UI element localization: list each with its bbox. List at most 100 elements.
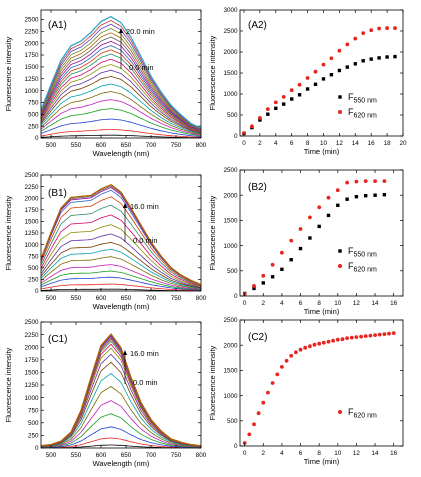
data-point xyxy=(345,180,349,185)
y-tick-label: 2500 xyxy=(24,17,39,24)
y-tick-label: 1750 xyxy=(24,357,39,364)
data-point xyxy=(335,337,340,342)
y-tick-label: 1500 xyxy=(24,64,39,71)
data-point xyxy=(270,262,275,267)
data-point xyxy=(377,26,381,31)
y-tick-label: 250 xyxy=(28,433,39,440)
data-point xyxy=(298,347,303,352)
legend-marker xyxy=(338,95,342,99)
x-tick-label: 700 xyxy=(146,295,157,302)
data-point xyxy=(385,55,389,59)
spectrum-line xyxy=(41,353,201,447)
spectrum-line xyxy=(41,129,201,138)
data-point xyxy=(382,179,387,184)
data-point xyxy=(385,26,389,30)
x-tick-label: 12 xyxy=(353,300,361,307)
x-tick-label: 500 xyxy=(46,452,57,459)
y-axis-label: Fluorescence intensity xyxy=(208,35,217,110)
x-tick-label: 4 xyxy=(274,140,278,147)
x-tick-label: 10 xyxy=(320,140,328,147)
spectrum-line xyxy=(41,437,201,448)
data-point xyxy=(321,77,326,81)
y-tick-label: 0 xyxy=(234,293,238,300)
spectrum-line xyxy=(41,413,201,448)
y-tick-label: 2000 xyxy=(223,192,238,199)
data-point xyxy=(270,381,275,385)
data-point xyxy=(266,112,270,116)
data-point xyxy=(252,284,256,288)
legend-label-sub: 620 nm xyxy=(354,267,378,274)
data-point xyxy=(298,246,303,251)
data-point xyxy=(252,422,256,427)
x-tick-label: 0 xyxy=(242,140,246,147)
spectrum-line xyxy=(41,83,201,135)
y-tick-label: 2000 xyxy=(24,344,39,351)
y-tick-label: 2000 xyxy=(223,342,238,349)
panel-c1: 500 550 600 650 700 750 800 0 250 500 750 1000 1250 1… xyxy=(4,319,207,468)
data-point xyxy=(373,333,377,337)
legend-label-main: F xyxy=(348,261,354,271)
data-point xyxy=(275,372,280,377)
y-tick-label: 1500 xyxy=(24,370,39,377)
data-point xyxy=(247,432,252,437)
arrow-head-icon xyxy=(119,28,123,33)
x-tick-label: 750 xyxy=(171,295,182,302)
y-tick-label: 2000 xyxy=(24,195,39,202)
y-axis-label: Fluorescence intensity xyxy=(4,347,13,422)
data-point xyxy=(298,227,303,231)
data-point xyxy=(289,88,294,93)
spectrum-line xyxy=(41,189,201,286)
time-end-label: 16.0 min xyxy=(130,202,159,211)
data-point xyxy=(353,62,357,66)
legend-label-main: F xyxy=(348,92,354,102)
data-point xyxy=(280,250,284,255)
data-point xyxy=(373,193,377,197)
spectrum-line xyxy=(41,224,201,288)
x-tick-label: 2 xyxy=(262,300,266,307)
data-point xyxy=(256,411,261,416)
x-tick-label: 12 xyxy=(353,450,361,457)
y-tick-label: 1250 xyxy=(24,230,39,237)
data-point xyxy=(297,82,302,87)
plot-area xyxy=(41,183,201,291)
y-tick-label: 2500 xyxy=(24,319,39,326)
data-point xyxy=(289,353,294,358)
legend-label: F620 nm xyxy=(348,407,377,420)
spectrum-line xyxy=(41,270,201,291)
data-point xyxy=(354,195,359,199)
arrow-head-icon xyxy=(123,203,127,208)
spectrum-line xyxy=(41,118,201,137)
data-point xyxy=(290,97,294,101)
time-start-label: 0.0 min xyxy=(129,63,154,72)
y-tick-label: 750 xyxy=(28,100,39,107)
y-tick-label: 500 xyxy=(227,268,238,275)
data-point xyxy=(363,334,368,338)
data-point xyxy=(270,275,275,279)
y-tick-label: 500 xyxy=(227,112,238,119)
x-axis-label: Wavelength (nm) xyxy=(93,459,150,468)
panel-c2: 0 2 4 6 8 10 12 14 16 0 500 1000 1500 2000 2500 Time (m… xyxy=(208,317,404,466)
legend-label: F620 nm xyxy=(348,261,377,274)
data-point xyxy=(354,335,359,339)
x-tick-label: 10 xyxy=(334,450,342,457)
data-point xyxy=(284,358,289,363)
data-point xyxy=(345,336,349,340)
x-tick-label: 14 xyxy=(372,450,380,457)
y-tick-label: 0 xyxy=(234,443,238,450)
data-point xyxy=(266,390,270,395)
data-point xyxy=(280,267,284,271)
data-point xyxy=(329,73,334,77)
legend-marker xyxy=(338,264,342,268)
legend-label-main: F xyxy=(348,407,354,417)
legend-label: F620 nm xyxy=(348,107,377,120)
data-point xyxy=(393,54,397,59)
x-tick-label: 0 xyxy=(243,300,247,307)
plot-area xyxy=(242,179,387,296)
data-point xyxy=(349,335,354,340)
legend-marker xyxy=(338,110,342,114)
data-point xyxy=(364,194,368,198)
legend-label: F550 nm xyxy=(348,92,377,105)
x-tick-label: 600 xyxy=(96,142,107,149)
data-point xyxy=(258,116,262,120)
y-tick-label: 2500 xyxy=(223,28,238,35)
